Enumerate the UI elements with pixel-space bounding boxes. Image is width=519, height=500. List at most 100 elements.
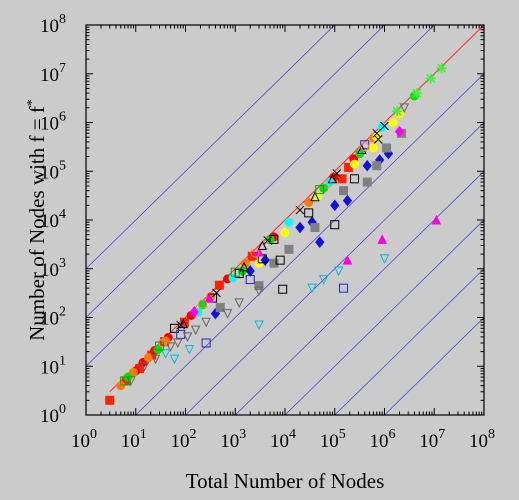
x-tick-labels: 100 101 102 103 104 105 106 107 108 [71, 427, 495, 452]
data-point-triangle-down [333, 266, 344, 277]
x-tick-base: 10 [270, 431, 289, 452]
x-tick-base: 10 [71, 431, 90, 452]
data-point-star [425, 73, 436, 84]
x-tick-label: 106 [370, 427, 396, 452]
data-point-triangle-down [169, 354, 180, 365]
data-point-triangle-up [327, 173, 338, 184]
y-tick-base: 10 [40, 65, 59, 86]
data-point-square [245, 275, 255, 285]
data-point-triangle-down [379, 254, 390, 264]
data-point-square [330, 220, 340, 230]
x-tick-label: 107 [419, 427, 445, 452]
data-point-triangle-down [399, 103, 410, 113]
x-tick-base: 10 [370, 431, 389, 452]
data-point-x [380, 121, 389, 131]
data-point-square [120, 376, 130, 386]
data-point-square [214, 280, 224, 290]
data-point-square [269, 258, 279, 268]
y-tick-label: 104 [40, 207, 66, 232]
y-tick-base: 10 [40, 162, 59, 183]
y-axis-label: Number of Nodes with f = f* [25, 99, 49, 341]
data-point-square [315, 185, 325, 195]
data-point-triangle-down [182, 332, 193, 343]
x-tick-base: 10 [469, 431, 488, 452]
data-point-square [339, 283, 349, 293]
data-point-square [278, 284, 288, 294]
x-axis-label: Total Number of Nodes [186, 469, 385, 493]
data-point-circle [360, 142, 370, 152]
data-point-square [304, 208, 314, 218]
data-point-diamond [362, 159, 372, 172]
guide-line [86, 25, 386, 318]
y-tick-exponent: 8 [59, 12, 66, 27]
data-point-circle [322, 179, 332, 189]
data-point-triangle-up [342, 255, 353, 265]
y-tick-label: 103 [40, 256, 66, 281]
data-point-square [362, 177, 372, 187]
y-tick-exponent: 1 [59, 353, 66, 368]
x-tick-label: 102 [171, 427, 197, 452]
data-point-square [230, 267, 240, 277]
y-tick-base: 10 [40, 16, 59, 37]
data-point-triangle-down [172, 338, 183, 349]
x-tick-base: 10 [220, 431, 239, 452]
data-point-star [411, 88, 422, 99]
data-point-square [215, 303, 225, 313]
data-point-square [269, 234, 279, 244]
y-tick-label: 101 [40, 353, 66, 378]
data-point-triangle-up [204, 292, 215, 303]
data-point-square [350, 174, 360, 184]
x-tick-exponent: 3 [239, 427, 246, 442]
data-point-square [254, 281, 264, 291]
data-point-x [332, 169, 342, 178]
data-point-triangle-down [307, 283, 317, 294]
x-tick-exponent: 0 [90, 427, 97, 442]
data-point-square [382, 143, 392, 153]
data-point-triangle-down [184, 345, 195, 355]
guide-line [234, 170, 484, 415]
data-point-triangle-up [257, 240, 268, 250]
data-point-circle [350, 159, 360, 169]
y-tick-label: 106 [40, 110, 66, 135]
x-tick-label: 104 [270, 427, 296, 452]
data-point-diamond [342, 194, 353, 207]
data-point-triangle-down [254, 286, 264, 297]
data-point-triangle-down [150, 354, 161, 365]
data-point-star [436, 63, 447, 74]
data-point-square [337, 174, 347, 184]
y-tick-base: 10 [40, 211, 59, 232]
data-point-square [275, 255, 285, 265]
data-point-x [295, 205, 305, 215]
data-point-triangle-down [222, 309, 233, 319]
data-point-square [372, 161, 382, 171]
x-tick-exponent: 2 [190, 427, 197, 442]
y-tick-label: 102 [40, 305, 66, 330]
data-point-triangle-up [239, 261, 249, 272]
x-tick-exponent: 5 [339, 427, 346, 442]
x-tick-exponent: 7 [438, 427, 445, 442]
y-tick-label: 107 [40, 61, 66, 86]
data-point-circle [368, 143, 378, 153]
y-tick-exponent: 7 [59, 61, 66, 76]
data-point-triangle-down [318, 275, 329, 285]
y-tick-exponent: 6 [59, 110, 66, 125]
data-point-circle [372, 132, 382, 142]
y-tick-base: 10 [40, 309, 59, 330]
data-point-diamond [189, 306, 199, 318]
y-tick-exponent: 2 [59, 305, 66, 320]
data-point-triangle-down [201, 317, 211, 328]
data-point-x [373, 135, 383, 144]
x-tick-base: 10 [121, 431, 140, 452]
data-point-square [284, 244, 294, 254]
y-tick-base: 10 [40, 114, 59, 135]
data-point-circle [280, 228, 290, 238]
y-tick-label: 100 [40, 402, 66, 427]
data-point-square [169, 323, 179, 333]
data-point-diamond [295, 221, 305, 234]
data-point-circle [250, 248, 260, 258]
data-point-square [201, 338, 211, 348]
axis-ticks [85, 24, 485, 416]
